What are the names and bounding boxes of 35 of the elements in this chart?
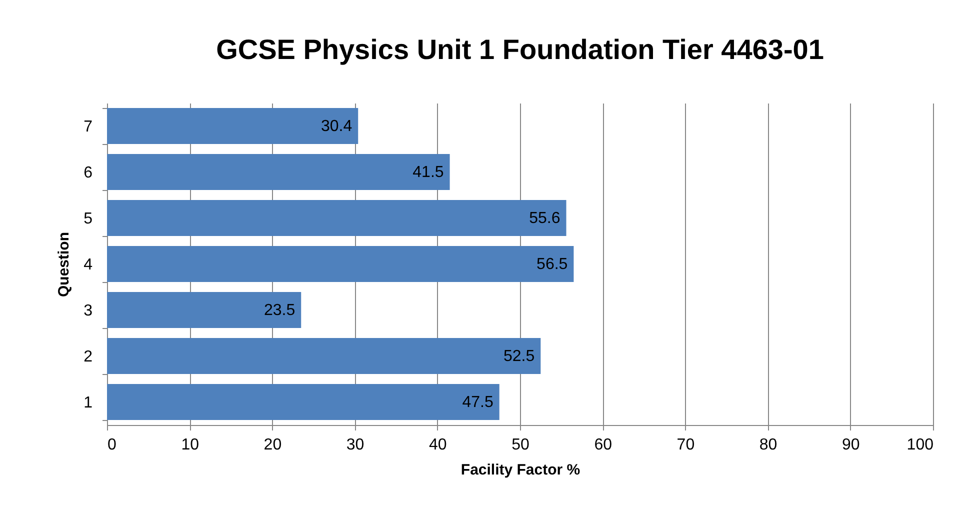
x-tick-label: 70 <box>676 436 695 454</box>
x-tick-label: 40 <box>429 436 447 454</box>
bar <box>107 108 358 144</box>
x-tick-label: 10 <box>181 436 200 454</box>
x-tick-label: 90 <box>842 436 860 454</box>
data-label: 55.6 <box>529 210 560 227</box>
y-tick-label: 2 <box>84 348 93 366</box>
y-tick-label: 5 <box>84 210 93 228</box>
y-tick-label: 1 <box>84 394 93 412</box>
x-tick-label: 100 <box>906 436 934 454</box>
y-tick-label: 3 <box>84 302 93 320</box>
x-tick-label: 20 <box>264 436 282 454</box>
x-tick-label: 50 <box>512 436 530 454</box>
bar <box>107 246 574 282</box>
data-label: 47.5 <box>462 394 494 411</box>
chart-title: GCSE Physics Unit 1 Foundation Tier 4463-01 <box>216 34 824 65</box>
data-label: 56.5 <box>536 256 568 273</box>
data-label: 41.5 <box>412 164 444 181</box>
bar <box>107 154 450 190</box>
bar <box>107 338 541 374</box>
x-tick-label: 80 <box>759 436 778 454</box>
bar <box>107 200 566 236</box>
x-tick-label: 30 <box>346 436 364 454</box>
x-tick-label: 0 <box>108 436 116 454</box>
y-tick-label: 7 <box>84 118 93 136</box>
bar <box>107 292 302 328</box>
x-axis-title: Facility Factor % <box>460 462 580 478</box>
y-tick-label: 6 <box>84 164 93 182</box>
data-label: 23.5 <box>264 302 296 319</box>
x-tick-label: 60 <box>594 436 612 454</box>
data-label: 52.5 <box>504 348 535 365</box>
bar <box>107 384 500 420</box>
y-axis-title: Question <box>56 232 73 298</box>
y-tick-label: 4 <box>84 256 93 274</box>
data-label: 30.4 <box>320 118 352 135</box>
